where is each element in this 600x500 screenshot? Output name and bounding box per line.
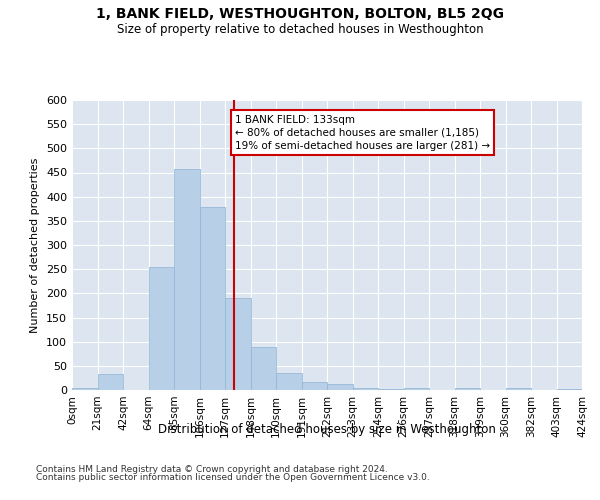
Text: Size of property relative to detached houses in Westhoughton: Size of property relative to detached ho… bbox=[116, 22, 484, 36]
Bar bbox=[327, 384, 353, 390]
Bar bbox=[404, 388, 429, 390]
Bar bbox=[199, 207, 225, 390]
Bar bbox=[557, 388, 582, 390]
Bar bbox=[455, 388, 480, 390]
Bar bbox=[353, 388, 378, 390]
Text: 1 BANK FIELD: 133sqm
← 80% of detached houses are smaller (1,185)
19% of semi-de: 1 BANK FIELD: 133sqm ← 80% of detached h… bbox=[235, 114, 490, 151]
Bar bbox=[72, 388, 97, 390]
Text: 1, BANK FIELD, WESTHOUGHTON, BOLTON, BL5 2QG: 1, BANK FIELD, WESTHOUGHTON, BOLTON, BL5… bbox=[96, 8, 504, 22]
Bar bbox=[174, 169, 199, 390]
Bar bbox=[378, 388, 404, 390]
Bar bbox=[302, 382, 327, 390]
Bar bbox=[251, 347, 276, 390]
Bar bbox=[276, 372, 302, 390]
Bar bbox=[506, 388, 531, 390]
Bar bbox=[149, 267, 174, 390]
Y-axis label: Number of detached properties: Number of detached properties bbox=[31, 158, 40, 332]
Text: Distribution of detached houses by size in Westhoughton: Distribution of detached houses by size … bbox=[158, 422, 496, 436]
Bar bbox=[97, 374, 123, 390]
Text: Contains HM Land Registry data © Crown copyright and database right 2024.: Contains HM Land Registry data © Crown c… bbox=[36, 465, 388, 474]
Bar bbox=[225, 298, 251, 390]
Text: Contains public sector information licensed under the Open Government Licence v3: Contains public sector information licen… bbox=[36, 472, 430, 482]
